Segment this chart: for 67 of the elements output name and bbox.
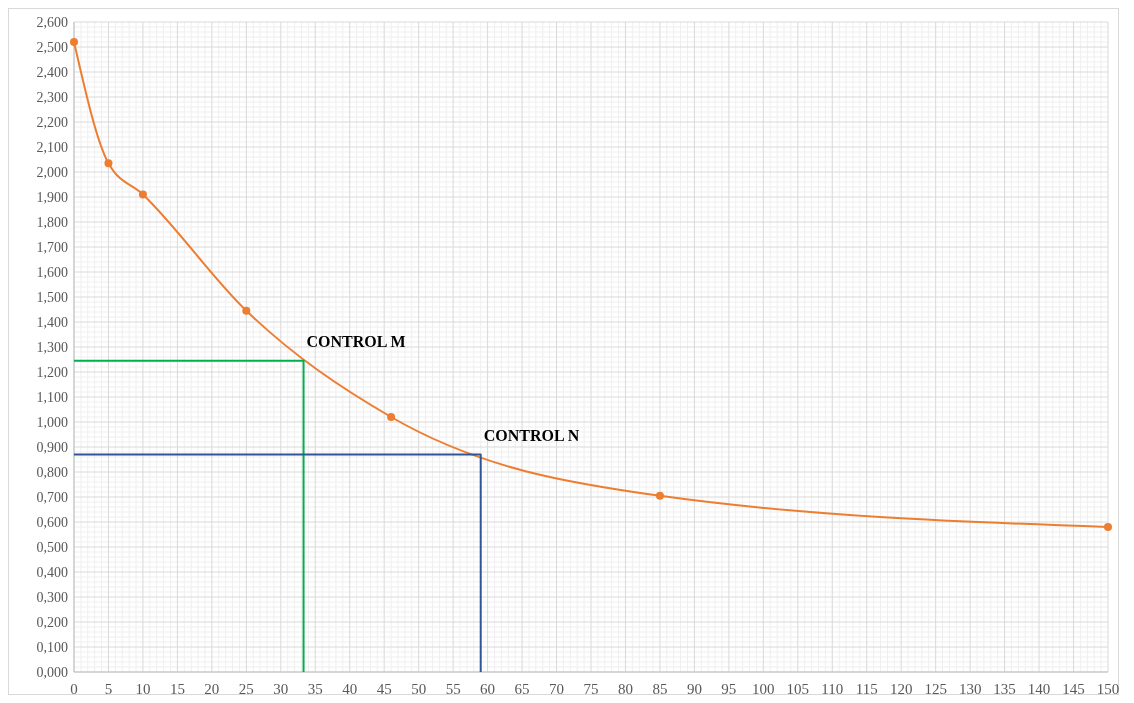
y-tick-label: 0,100 [36, 639, 68, 655]
x-tick-label: 90 [686, 681, 702, 697]
point [138, 190, 147, 199]
x-tick-label: 30 [273, 681, 289, 697]
y-tick-label: 1,900 [36, 189, 68, 205]
y-tick-label: 1,400 [36, 314, 68, 330]
y-tick-label: 2,000 [36, 164, 68, 180]
y-tick-label: 1,300 [36, 339, 68, 355]
x-tick-label: 60 [480, 681, 496, 697]
x-tick-label: 120 [889, 681, 913, 697]
x-tick-label: 135 [993, 681, 1016, 697]
x-tick-label: 115 [855, 681, 878, 697]
point [655, 491, 664, 500]
y-tick-label: 2,400 [36, 64, 68, 80]
y-tick-label: 1,100 [36, 389, 68, 405]
y-tick-label: 2,300 [36, 89, 68, 105]
y-tick-label: 0,600 [36, 514, 68, 530]
x-tick-label: 75 [583, 681, 599, 697]
x-tick-label: 125 [924, 681, 947, 697]
y-tick-label: 0,700 [36, 489, 68, 505]
point [104, 159, 113, 168]
x-tick-label: 0 [70, 681, 78, 697]
x-tick-label: 110 [821, 681, 844, 697]
y-tick-label: 1,000 [36, 414, 68, 430]
x-tick-label: 145 [1062, 681, 1085, 697]
y-tick-label: 1,500 [36, 289, 68, 305]
x-tick-label: 50 [411, 681, 427, 697]
y-tick-label: 2,500 [36, 39, 68, 55]
y-tick-label: 1,800 [36, 214, 68, 230]
point [1104, 523, 1112, 531]
x-tick-label: 15 [169, 681, 185, 697]
x-tick-label: 10 [135, 681, 151, 697]
point [387, 413, 396, 421]
x-tick-label: 100 [752, 681, 775, 697]
x-tick-label: 25 [238, 681, 254, 697]
x-tick-label: 5 [104, 681, 113, 697]
y-tick-label: 1,600 [36, 264, 68, 280]
y-tick-label: 2,200 [36, 114, 68, 130]
y-tick-label: 2,600 [36, 14, 68, 30]
x-tick-label: 140 [1027, 681, 1051, 697]
y-tick-label: 2,100 [36, 139, 68, 155]
x-tick-label: 65 [514, 681, 530, 697]
y-tick-label: 1,200 [36, 364, 68, 380]
annotation: CONTROL M [306, 332, 406, 350]
x-tick-label: 130 [958, 681, 982, 697]
y-tick-label: 0,300 [36, 589, 68, 605]
y-tick-label: 0,500 [36, 539, 68, 555]
x-tick-label: 105 [786, 681, 810, 697]
x-tick-label: 70 [549, 681, 565, 697]
y-tick-label: 1,700 [36, 239, 68, 255]
y-tick-label: 0,200 [36, 614, 68, 630]
x-tick-label: 55 [445, 681, 461, 697]
y-tick-label: 0,400 [36, 564, 68, 580]
y-tick-label: 0,900 [36, 439, 68, 455]
x-tick-label: 85 [652, 681, 668, 697]
x-tick-label: 80 [617, 681, 633, 697]
point [70, 38, 78, 46]
point [242, 306, 251, 315]
x-tick-label: 95 [721, 681, 737, 697]
x-tick-label: 45 [376, 681, 392, 697]
x-tick-label: 35 [307, 681, 323, 697]
annotation: CONTROL N [483, 426, 580, 444]
x-tick-label: 20 [204, 681, 220, 697]
x-tick-label: 40 [342, 681, 358, 697]
x-tick-label: 150 [1096, 681, 1120, 697]
y-tick-label: 0,800 [36, 464, 68, 480]
y-tick-label: 0,000 [36, 664, 68, 680]
